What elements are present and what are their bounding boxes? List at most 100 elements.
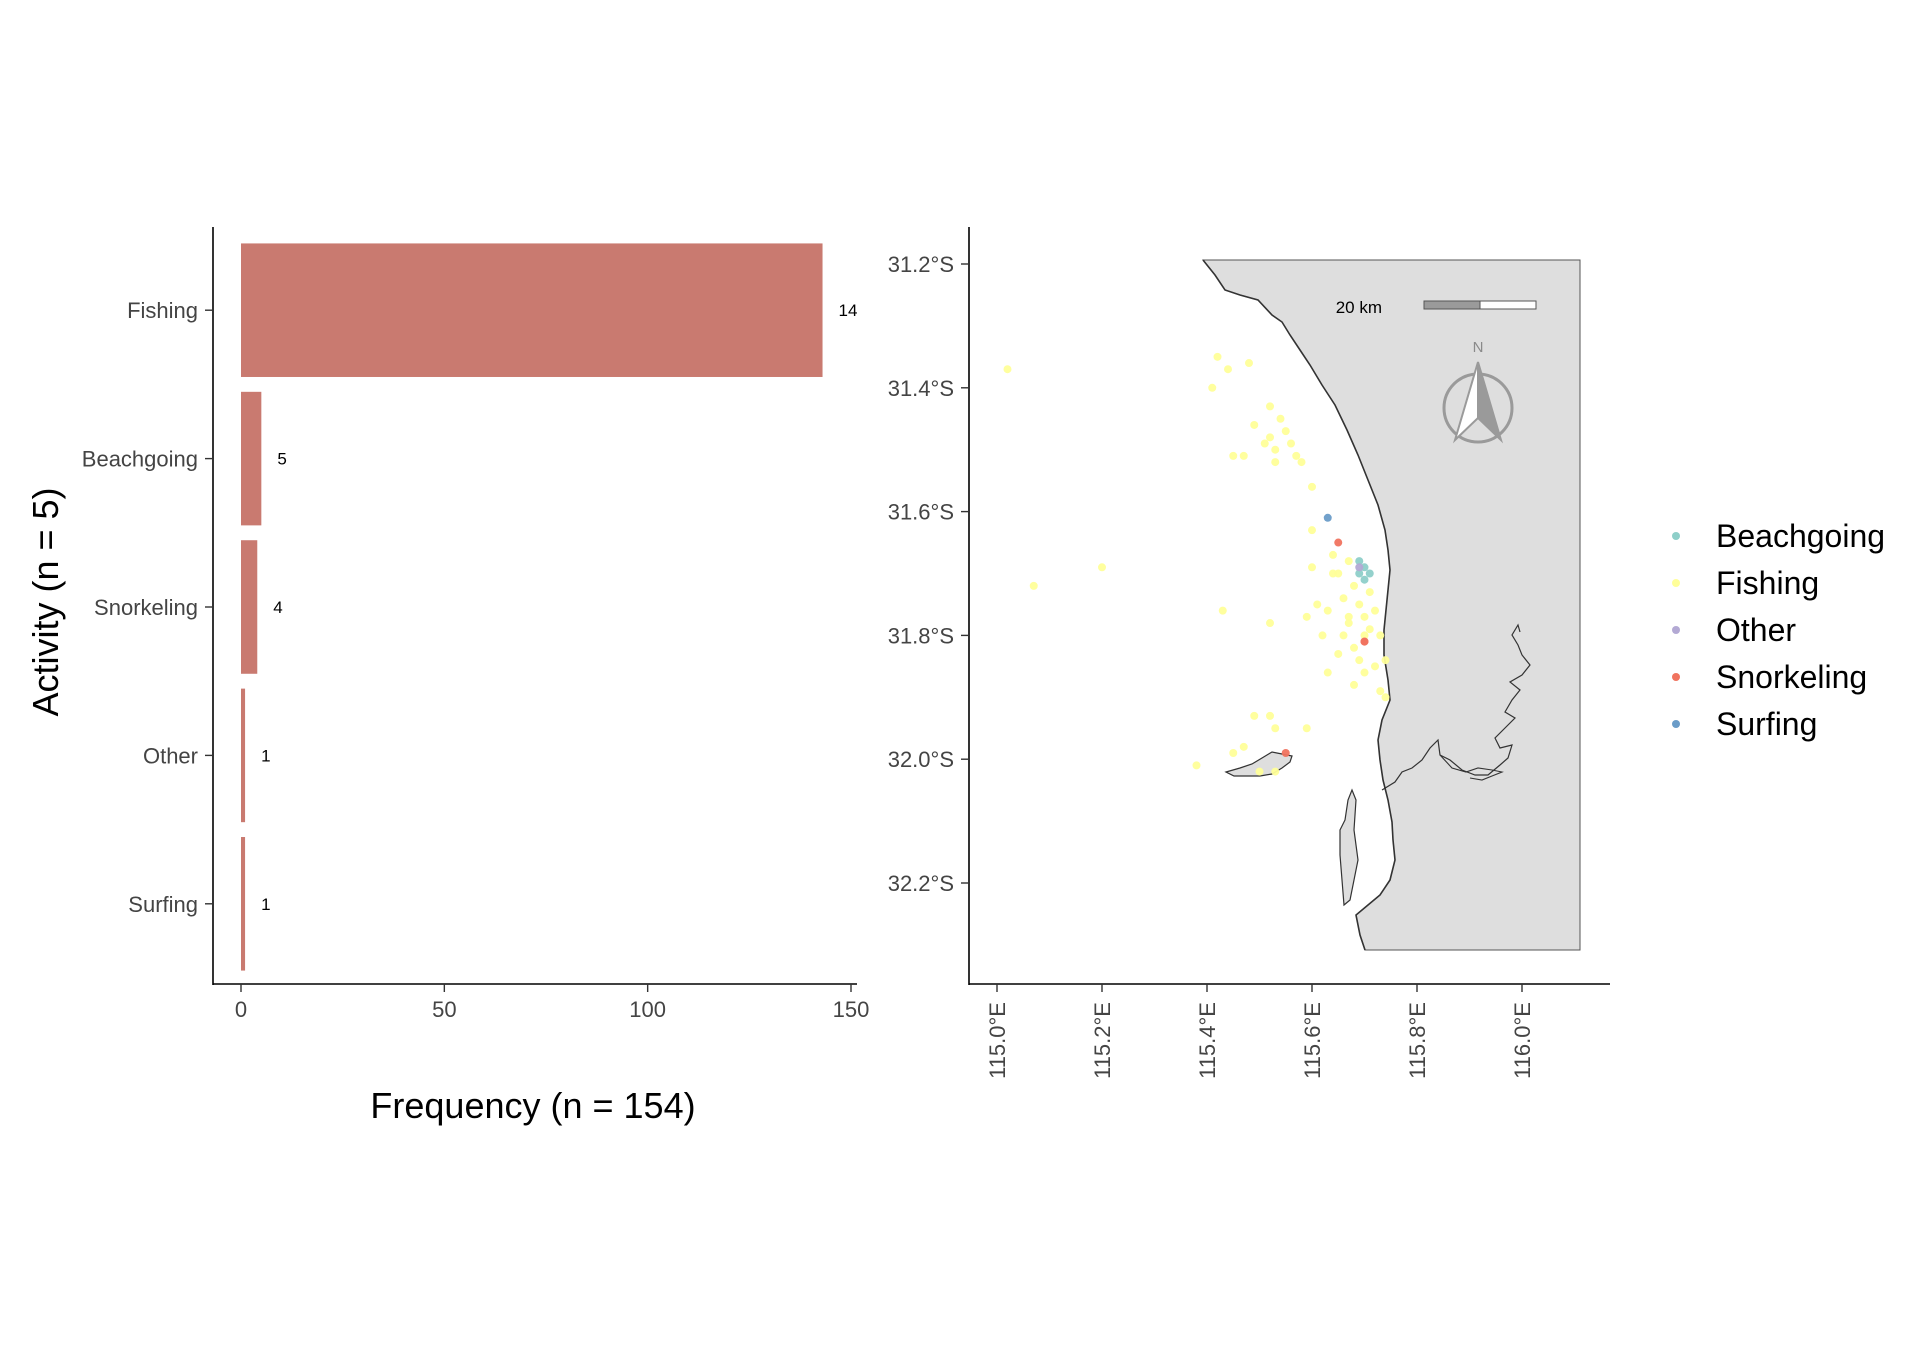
point-fishing-40 [1355, 656, 1364, 665]
point-fishing-26 [1323, 606, 1332, 615]
map-x-tick-label-115-2-e: 115.2°E [1090, 1002, 1115, 1079]
point-snorkeling-2 [1360, 637, 1369, 646]
bar-value-label-snorkeling: 4 [273, 598, 282, 617]
scale-bar-segment-dark [1423, 300, 1481, 310]
point-fishing-35 [1360, 612, 1369, 621]
north-arrow-label: N [1473, 339, 1484, 356]
legend-label-other: Other [1716, 612, 1796, 648]
legend-key-snorkeling [1672, 673, 1680, 681]
point-fishing-3 [1192, 761, 1201, 770]
point-fishing-28 [1308, 526, 1316, 535]
legend-key-other [1672, 626, 1680, 634]
point-fishing-53 [1250, 711, 1259, 720]
point-fishing-37 [1371, 606, 1379, 615]
point-fishing-51 [1318, 631, 1327, 640]
point-fishing-52 [1350, 680, 1358, 689]
point-other-0 [1355, 563, 1364, 572]
point-fishing-41 [1360, 668, 1369, 677]
scale-bar-segment-light [1479, 300, 1537, 310]
map-x-tick-label-115-4-e: 115.4°E [1195, 1002, 1220, 1079]
point-fishing-16 [1292, 451, 1301, 460]
map-x-tick-label-115-8-e: 115.8°E [1405, 1002, 1430, 1079]
scale-bar: 20 km [1336, 298, 1537, 317]
point-fishing-6 [1224, 365, 1232, 374]
point-fishing-18 [1281, 427, 1290, 436]
point-fishing-31 [1344, 557, 1353, 566]
land-area [1201, 259, 1581, 951]
map-legend: Beachgoing Fishing Other Snorkeling Surfing [1672, 518, 1885, 742]
point-fishing-5 [1208, 383, 1217, 392]
point-fishing-45 [1339, 631, 1348, 640]
point-fishing-44 [1334, 649, 1343, 658]
point-fishing-13 [1276, 414, 1285, 423]
point-fishing-14 [1271, 445, 1280, 454]
point-fishing-57 [1239, 742, 1248, 751]
bar-y-tick-label-other: Other [143, 743, 198, 768]
point-fishing-36 [1365, 625, 1374, 634]
bar-other [241, 688, 246, 823]
bar-series [241, 243, 823, 971]
coastline [1202, 259, 1396, 951]
bar-y-tick-label-fishing: Fishing [127, 298, 198, 323]
point-fishing-42 [1371, 662, 1379, 671]
point-fishing-17 [1297, 458, 1306, 467]
legend-label-beachgoing: Beachgoing [1716, 518, 1885, 554]
point-fishing-29 [1329, 550, 1337, 559]
north-arrow: N [1442, 339, 1514, 444]
map-chart: 20 km N 31.2°S 31.4°S 31.6°S 31.8°S 32.0°S 32… [888, 227, 1610, 1079]
legend-label-surfing: Surfing [1716, 706, 1817, 742]
point-fishing-33 [1339, 594, 1348, 603]
point-beachgoing-4 [1355, 569, 1364, 578]
map-y-tick-label-31-8-s: 31.8°S [888, 623, 954, 648]
bar-x-tick-label-100: 100 [629, 997, 666, 1022]
bar-x-tick-label-150: 150 [833, 997, 870, 1022]
point-fishing-25 [1313, 600, 1322, 609]
map-plot-area: 20 km N [1003, 259, 1581, 951]
point-fishing-38 [1376, 631, 1385, 640]
bar-x-tick-label-0: 0 [235, 997, 247, 1022]
point-fishing-9 [1239, 451, 1248, 460]
point-beachgoing-3 [1360, 575, 1369, 584]
map-y-tick-label-31-6-s: 31.6°S [888, 500, 954, 525]
point-fishing-21 [1260, 439, 1269, 448]
bar-value-label-fishing: 143 [839, 301, 867, 320]
point-snorkeling-0 [1334, 538, 1343, 547]
bar-y-axis-title: Activity (n = 5) [25, 487, 66, 716]
map-y-tick-label-31-2-s: 31.2°S [888, 252, 954, 277]
swan-river [1381, 623, 1531, 791]
point-fishing-11 [1266, 402, 1274, 411]
map-x-tick-label-116-0-e: 116.0°E [1510, 1002, 1535, 1079]
bar-x-axis-title: Frequency (n = 154) [370, 1085, 695, 1126]
map-x-tick-label-115-6-e: 115.6°E [1300, 1002, 1325, 1079]
bar-surfing [241, 837, 246, 971]
point-fishing-50 [1381, 693, 1390, 702]
map-x-ticks: 115.0°E 115.2°E 115.4°E 115.6°E 115.8°E 116.0… [985, 984, 1535, 1079]
point-fishing-56 [1302, 724, 1311, 733]
point-beachgoing-2 [1365, 569, 1374, 578]
legend-label-fishing: Fishing [1716, 565, 1819, 601]
point-fishing-49 [1376, 687, 1385, 696]
scale-bar-label: 20 km [1336, 298, 1382, 317]
point-fishing-60 [1271, 767, 1280, 776]
point-fishing-15 [1287, 439, 1295, 448]
point-fishing-27 [1308, 563, 1316, 572]
point-fishing-12 [1266, 433, 1274, 442]
point-fishing-48 [1365, 588, 1374, 597]
bar-value-label-surfing: 1 [261, 895, 270, 914]
point-fishing-24 [1302, 612, 1311, 621]
bar-snorkeling [241, 540, 258, 674]
garden-island [1339, 788, 1359, 907]
map-y-ticks: 31.2°S 31.4°S 31.6°S 31.8°S 32.0°S 32.2°S [888, 252, 969, 896]
point-fishing-23 [1266, 619, 1274, 628]
point-fishing-43 [1381, 656, 1390, 665]
bar-x-ticks: 0 50 100 150 [235, 984, 869, 1022]
point-beachgoing-0 [1355, 557, 1364, 566]
bar-data-labels: 143 5 4 1 1 [261, 301, 867, 914]
point-fishing-55 [1271, 724, 1280, 733]
point-fishing-4 [1213, 352, 1222, 361]
point-fishing-46 [1323, 668, 1332, 677]
north-arrow-right-half [1477, 361, 1504, 444]
point-fishing-59 [1255, 767, 1264, 776]
